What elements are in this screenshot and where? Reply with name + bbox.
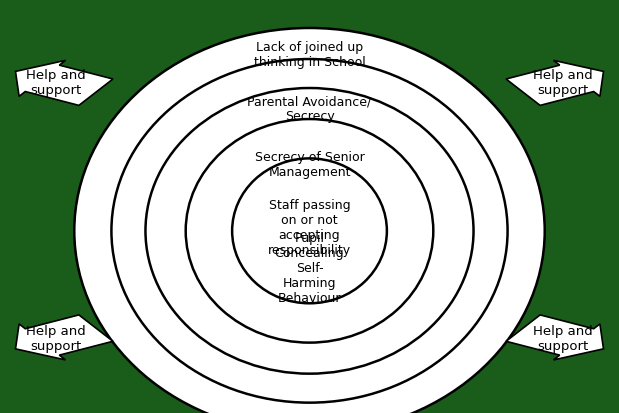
Text: Lack of joined up
thinking in School: Lack of joined up thinking in School: [254, 41, 365, 69]
Text: Help and
support: Help and support: [534, 69, 593, 97]
Polygon shape: [15, 315, 113, 360]
Ellipse shape: [111, 60, 508, 403]
Ellipse shape: [74, 29, 545, 413]
Polygon shape: [506, 61, 604, 106]
Ellipse shape: [186, 120, 433, 343]
Text: Parental Avoidance/
Secrecy: Parental Avoidance/ Secrecy: [248, 95, 371, 123]
Text: Help and
support: Help and support: [534, 325, 593, 353]
Text: Pupil
Concealing
Self-
Harming
Behaviour: Pupil Concealing Self- Harming Behaviour: [275, 231, 344, 304]
Ellipse shape: [232, 159, 387, 304]
Text: Staff passing
on or not
accepting
responsibility: Staff passing on or not accepting respon…: [268, 198, 351, 256]
Text: Help and
support: Help and support: [26, 69, 85, 97]
Text: Secrecy of Senior
Management: Secrecy of Senior Management: [254, 151, 365, 179]
Polygon shape: [506, 315, 604, 360]
Text: Help and
support: Help and support: [26, 325, 85, 353]
Polygon shape: [15, 61, 113, 106]
Ellipse shape: [145, 89, 474, 374]
